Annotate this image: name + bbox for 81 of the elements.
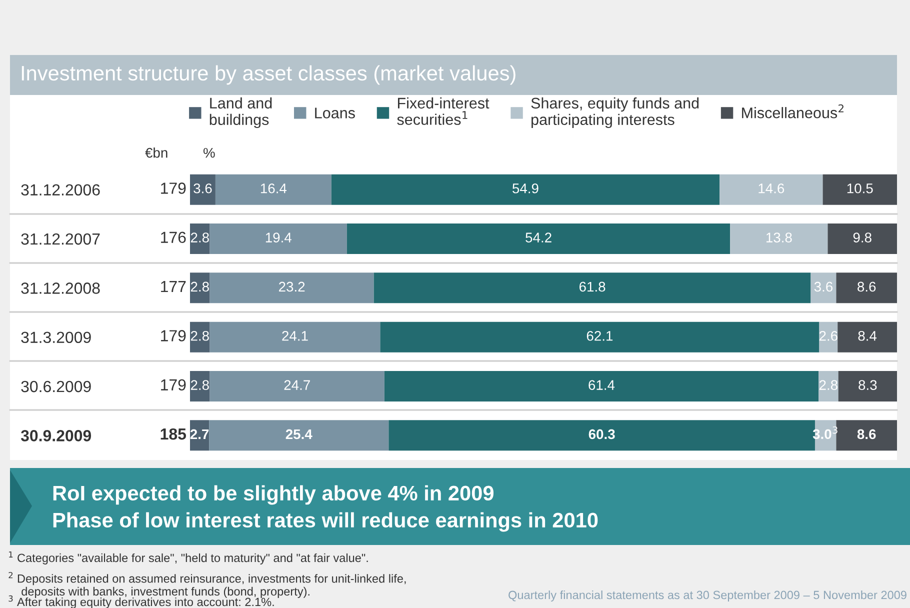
bar — [384, 371, 819, 402]
bar — [388, 420, 815, 451]
data-label: 19.4 — [266, 232, 292, 242]
data-label: 8.4 — [858, 330, 877, 341]
y-tick-label: 31.12.2008 — [21, 282, 100, 294]
bar — [730, 224, 828, 254]
data-label: 61.8 — [579, 282, 606, 292]
bar — [190, 224, 210, 254]
data-label: 14.6 — [758, 183, 784, 194]
data-label: 3.6 — [194, 183, 212, 194]
data-label: 2.8 — [190, 282, 209, 292]
legend-label: Loans — [315, 108, 355, 118]
y-tick-label: 31.3.2009 — [21, 332, 91, 344]
bar — [822, 174, 897, 205]
bar — [190, 174, 216, 205]
bar — [331, 174, 720, 205]
bar — [720, 174, 823, 205]
data-label: 2.8 — [190, 330, 209, 341]
y-tick-label: 30.9.2009 — [20, 430, 92, 442]
data-label: 2.8 — [190, 380, 209, 390]
data-label: 9.8 — [853, 232, 872, 242]
data-label: 8.3 — [858, 380, 877, 390]
text: 185 — [160, 428, 186, 440]
data-label: 2.6 — [819, 330, 838, 341]
bar — [380, 322, 820, 352]
data-label: 54.9 — [512, 183, 538, 194]
bar — [838, 371, 897, 402]
data-label: 16.4 — [260, 183, 287, 194]
data-label: 2.8 — [190, 232, 209, 242]
bar — [836, 272, 897, 304]
chart-title: Investment structure by asset classes (market values) — [22, 65, 516, 85]
bar — [810, 272, 836, 304]
text: 179 — [161, 182, 186, 194]
bar — [819, 322, 838, 352]
y-tick-label: 30.6.2009 — [21, 380, 91, 392]
text: €bn — [145, 148, 168, 158]
bar — [209, 420, 389, 451]
data-label: 24.1 — [282, 330, 308, 341]
data-label: 2.7 — [190, 429, 209, 440]
bar — [836, 420, 897, 451]
data-label: 25.4 — [286, 429, 312, 440]
bar — [190, 322, 210, 352]
text: RoI expected to be slightly above 4% in 2009 — [53, 485, 494, 505]
text: % — [203, 148, 215, 158]
data-label: 2.8 — [819, 380, 838, 390]
legend-label: Land and buildings — [210, 97, 272, 128]
bar — [190, 272, 210, 304]
data-label: 24.7 — [284, 380, 310, 390]
y-tick-label: 31.12.2007 — [21, 233, 100, 245]
data-label: 61.4 — [588, 380, 615, 390]
text: Quarterly financial statements as at 30 September 2009 – 5 November 2009 — [508, 590, 906, 602]
bar — [374, 272, 811, 304]
data-label: 62.1 — [586, 330, 613, 341]
bar — [210, 371, 384, 402]
data-label: 13.8 — [766, 232, 792, 242]
text: $^{1}$ Categories "available for sale", "held to maturity" and "at fair value". — [9, 551, 368, 564]
data-label: 8.6 — [857, 429, 876, 440]
legend-label: Miscellaneous$^{2}$ — [742, 104, 844, 118]
data-label: 3.6 — [814, 282, 833, 292]
bar — [818, 371, 838, 402]
data-label: 23.2 — [278, 282, 305, 292]
data-label: 8.6 — [858, 282, 876, 292]
text: Phase of low interest rates will reduce earnings in 2010 — [53, 512, 598, 532]
bar — [210, 322, 380, 352]
data-label: 10.5 — [847, 183, 873, 194]
bar — [838, 322, 897, 352]
legend-label: Fixed-interest securities$^{1}$ — [397, 97, 490, 125]
bar — [210, 224, 347, 254]
bar — [346, 224, 730, 254]
y-tick-label: 31.12.2006 — [21, 184, 100, 196]
bar — [215, 174, 332, 205]
text: 179 — [161, 330, 186, 342]
text: 176 — [161, 232, 186, 244]
text: 179 — [161, 379, 186, 391]
text: 177 — [161, 281, 186, 292]
bar — [210, 272, 374, 304]
data-label: 54.2 — [526, 232, 552, 242]
legend-label: Shares, equity funds and participating interests — [531, 97, 699, 128]
bar — [190, 371, 210, 402]
bar — [828, 224, 897, 254]
data-label: 60.3 — [588, 429, 615, 440]
